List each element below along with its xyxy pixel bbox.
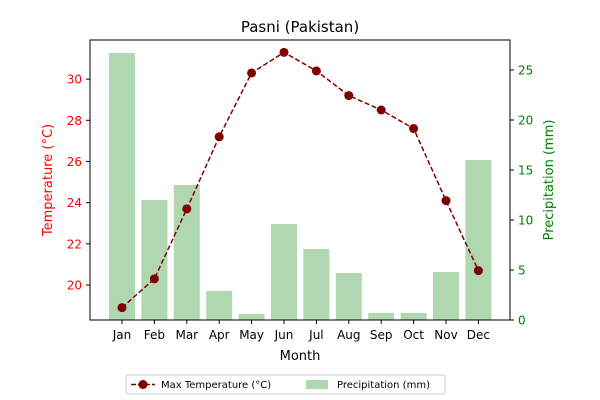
right-tick-label: 5 <box>518 264 526 278</box>
temp-point-mar <box>182 204 192 214</box>
temp-point-may <box>247 68 257 78</box>
temperature-series-line <box>121 51 480 309</box>
temperature-line <box>117 47 483 313</box>
left-tick-label: 30 <box>67 73 82 87</box>
legend-precip-swatch <box>306 380 328 389</box>
x-tick-label-may: May <box>239 328 264 342</box>
temp-point-nov <box>441 196 451 206</box>
x-tick-label-jan: Jan <box>112 328 132 342</box>
legend-temp-label: Max Temperature (°C) <box>161 380 271 391</box>
temp-point-apr <box>214 132 224 142</box>
right-tick-label: 10 <box>518 214 533 228</box>
x-tick-label-mar: Mar <box>175 328 198 342</box>
temp-point-aug <box>344 91 354 101</box>
left-tick-label: 26 <box>67 155 82 169</box>
x-tick-label-aug: Aug <box>337 328 360 342</box>
temp-point-jul <box>311 66 321 76</box>
precip-bar-may <box>238 314 265 320</box>
x-tick-label-apr: Apr <box>209 328 230 342</box>
right-axis-label: Precipitation (mm) <box>542 120 557 241</box>
x-tick-label-jun: Jun <box>274 328 294 342</box>
temp-point-dec <box>473 266 483 276</box>
temp-point-jan <box>117 303 127 313</box>
precip-bar-aug <box>335 273 362 320</box>
right-tick-label: 20 <box>518 114 533 128</box>
left-tick-label: 22 <box>67 237 82 251</box>
right-tick-label: 25 <box>518 64 533 78</box>
temp-point-oct <box>409 124 419 134</box>
precip-bar-dec <box>465 160 492 320</box>
legend-precip-label: Precipitation (mm) <box>337 380 430 391</box>
x-axis-label: Month <box>280 349 321 364</box>
x-tick-label-sep: Sep <box>370 328 393 342</box>
legend: Max Temperature (°C) Precipitation (mm) <box>125 374 446 395</box>
precip-bar-nov <box>433 272 459 320</box>
legend-box <box>125 374 446 395</box>
x-tick-label-dec: Dec <box>467 328 490 342</box>
right-tick-label: 15 <box>518 164 533 178</box>
left-tick-label: 20 <box>67 279 82 293</box>
right-axis-ticks: 0 5 10 15 20 25 <box>510 64 533 328</box>
right-tick-label: 0 <box>518 314 526 328</box>
left-tick-label: 28 <box>67 114 82 128</box>
x-tick-label-oct: Oct <box>403 328 424 342</box>
left-tick-label: 24 <box>67 196 82 210</box>
precip-bar-jul <box>303 249 330 320</box>
x-tick-label-nov: Nov <box>434 328 457 342</box>
temp-point-sep <box>376 105 386 115</box>
x-tick-label-feb: Feb <box>144 328 165 342</box>
x-tick-label-jul: Jul <box>308 328 323 342</box>
precipitation-bars <box>109 53 492 320</box>
temp-point-feb <box>149 274 159 284</box>
x-axis-ticks: Jan Feb Mar Apr May Jun Jul Aug Sep Oct Nov Dec <box>112 320 490 342</box>
precip-bar-oct <box>400 313 427 320</box>
legend-temp-swatch-marker <box>138 380 148 389</box>
plot-frame <box>89 39 511 321</box>
precip-bar-sep <box>368 313 395 320</box>
chart-title: Pasni (Pakistan) <box>241 18 359 36</box>
precip-bar-jan <box>109 53 135 320</box>
left-axis-label: Temperature (°C) <box>41 124 56 237</box>
temp-point-jun <box>279 47 289 57</box>
precip-bar-apr <box>206 291 233 320</box>
precip-bar-jun <box>271 224 297 320</box>
left-axis-ticks: 20 22 24 26 28 30 <box>67 73 90 293</box>
